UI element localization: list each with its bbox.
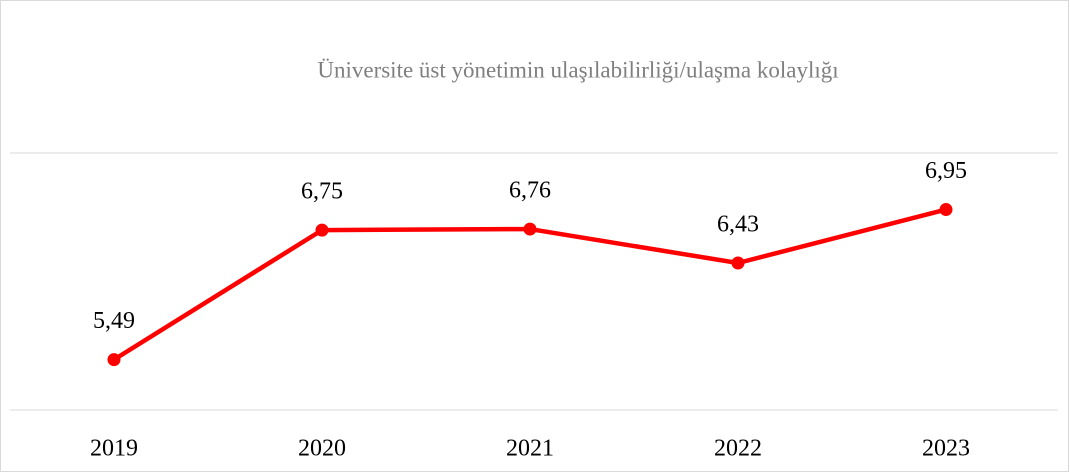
chart-title: Üniversite üst yönetimin ulaşılabilirliğ…	[317, 57, 838, 82]
x-tick-label: 2019	[90, 436, 138, 462]
data-label: 6,43	[717, 211, 759, 237]
x-tick-label: 2022	[714, 436, 762, 462]
data-label: 5,49	[93, 308, 135, 334]
data-point	[731, 256, 745, 270]
x-tick-label: 2021	[506, 436, 554, 462]
data-point	[107, 353, 121, 367]
x-tick-label: 2023	[922, 436, 970, 462]
data-label: 6,75	[301, 179, 343, 205]
x-tick-label: 2020	[298, 436, 346, 462]
data-point	[315, 223, 329, 237]
data-point	[939, 203, 953, 217]
data-label: 6,95	[925, 158, 967, 184]
data-point	[523, 222, 537, 236]
data-label: 6,76	[509, 178, 551, 204]
